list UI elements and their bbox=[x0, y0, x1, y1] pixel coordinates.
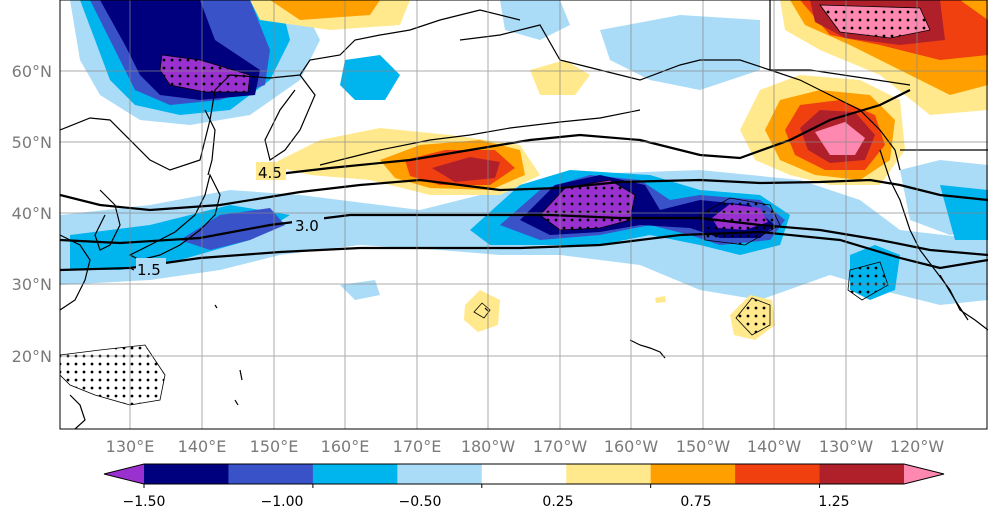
pos-top-strip-orange bbox=[270, 0, 380, 20]
colorbar-bin bbox=[819, 464, 905, 484]
contour-label-3-0: 3.0 bbox=[295, 217, 319, 235]
colorbar-bin bbox=[397, 464, 483, 484]
pos-small-east bbox=[655, 296, 666, 303]
coast-kamchatka bbox=[264, 74, 316, 161]
stipple-scs bbox=[60, 344, 166, 406]
colorbar-tick-label: 1.25 bbox=[818, 494, 849, 510]
x-tick-label: 170°E bbox=[393, 437, 442, 456]
significance-stippling bbox=[60, 4, 931, 406]
pos-subtropic-a bbox=[464, 290, 500, 332]
y-tick-label: 50°N bbox=[12, 133, 52, 152]
x-tick-label: 150°E bbox=[250, 437, 299, 456]
stipple-subtropic-b bbox=[735, 297, 771, 336]
x-tick-label: 150°W bbox=[676, 437, 731, 456]
x-tick-label: 170°W bbox=[533, 437, 588, 456]
x-tick-label: 120°W bbox=[890, 437, 945, 456]
colorbar-bin bbox=[481, 464, 567, 484]
colorbar-tick-label: 0.25 bbox=[542, 494, 573, 510]
coast-hawaii bbox=[629, 339, 666, 359]
x-tick-label: 160°E bbox=[321, 437, 370, 456]
colorbar-tick-label: −0.50 bbox=[399, 494, 442, 510]
neg-band-japan bbox=[180, 208, 285, 250]
coast-small-islands bbox=[129, 267, 489, 406]
contour-label-bg-3-0 bbox=[292, 214, 324, 232]
colorbar-bin bbox=[566, 464, 652, 484]
colorbar-extend-high bbox=[904, 464, 944, 484]
coast-baja bbox=[939, 274, 969, 321]
colorbar-bin bbox=[735, 464, 821, 484]
colorbar-bin bbox=[144, 464, 229, 484]
contour-label-4-5: 4.5 bbox=[258, 164, 282, 182]
neg-patch-gulf bbox=[340, 280, 380, 300]
colorbar-tick-label: 0.75 bbox=[680, 494, 711, 510]
colorbar-extend-low bbox=[104, 464, 144, 484]
colorbar-bin bbox=[312, 464, 398, 484]
colorbar-tick-label: −1.50 bbox=[123, 494, 166, 510]
coast-asia bbox=[60, 9, 521, 171]
y-axis-labels: 60°N 50°N 40°N 30°N 20°N bbox=[12, 62, 52, 366]
gridlines bbox=[60, 0, 988, 429]
x-tick-label: 140°E bbox=[178, 437, 227, 456]
x-tick-label: 180°W bbox=[461, 437, 516, 456]
colorbar-tick-label: −1.00 bbox=[261, 494, 304, 510]
contour-label-bg-4-5 bbox=[256, 162, 286, 180]
x-tick-label: 160°W bbox=[604, 437, 659, 456]
neg-patch-bering bbox=[340, 55, 400, 100]
contour-4-5 bbox=[269, 89, 911, 177]
coast-korea bbox=[94, 189, 121, 251]
stipple-north bbox=[819, 4, 931, 39]
coast-aleutians bbox=[319, 109, 641, 166]
colorbar-bin bbox=[228, 464, 314, 484]
x-tick-label: 130°E bbox=[106, 437, 155, 456]
border-canada bbox=[769, 0, 988, 151]
stipple-east bbox=[847, 261, 889, 301]
coast-sakhalin bbox=[204, 109, 216, 176]
y-tick-label: 30°N bbox=[12, 275, 52, 294]
pos-band-dark bbox=[432, 157, 500, 182]
x-tick-label: 140°W bbox=[747, 437, 802, 456]
colorbar-bin bbox=[650, 464, 736, 484]
coast-alaska bbox=[459, 24, 901, 171]
coast-philippines bbox=[69, 394, 86, 429]
contour-label-bg-1-5 bbox=[136, 258, 166, 276]
pos-gulf-alaska-core bbox=[815, 122, 865, 155]
stipple-subtropic-a bbox=[473, 302, 491, 319]
x-tick-label: 130°W bbox=[819, 437, 874, 456]
colorbar-outline bbox=[103, 463, 945, 485]
y-tick-label: 40°N bbox=[12, 204, 52, 223]
map-frame bbox=[59, 0, 988, 430]
contour-1-5 bbox=[60, 213, 988, 257]
neg-patch-alaska bbox=[500, 0, 570, 40]
map-panel: 4.5 3.0 1.5 bbox=[60, 0, 988, 429]
x-axis-labels: 130°E 140°E 150°E 160°E 170°E 180°W 170°… bbox=[106, 437, 945, 456]
contour-label-1-5: 1.5 bbox=[137, 261, 161, 279]
colorbar-labels: −1.50 −1.00 −0.50 0.25 0.75 1.25 bbox=[123, 494, 850, 510]
colorbar bbox=[103, 463, 945, 488]
y-tick-label: 60°N bbox=[12, 62, 52, 81]
y-tick-label: 20°N bbox=[12, 347, 52, 366]
stipple-okhotsk bbox=[159, 54, 251, 93]
coast-na-west bbox=[879, 149, 988, 331]
